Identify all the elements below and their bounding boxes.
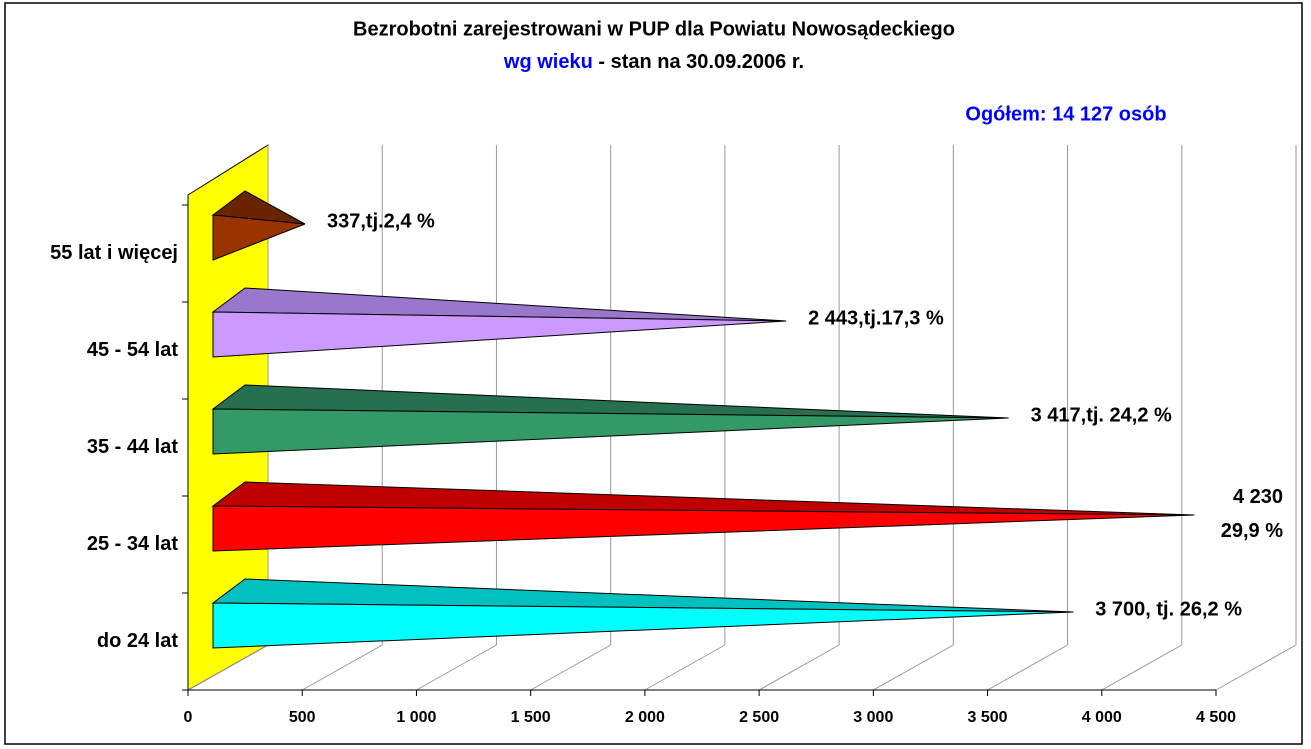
y-tick-label: 35 - 44 lat bbox=[87, 436, 179, 458]
y-tick-label: 45 - 54 lat bbox=[87, 339, 179, 361]
data-label: 4 230 29,9 % bbox=[1221, 486, 1283, 542]
data-label-line: 29,9 % bbox=[1221, 520, 1283, 542]
x-tick-label: 1 000 bbox=[396, 709, 436, 726]
grid-line bbox=[416, 644, 497, 691]
subtitle-rest: - stan na 30.09.2006 r. bbox=[593, 51, 804, 73]
x-tick-label: 4 500 bbox=[1196, 709, 1236, 726]
bar bbox=[212, 214, 306, 261]
data-label-line: 4 230 bbox=[1233, 486, 1283, 508]
grid-line bbox=[1215, 644, 1297, 691]
bar bbox=[212, 311, 787, 358]
grid-line bbox=[301, 644, 383, 691]
data-label: 337,tj.2,4 % bbox=[327, 210, 435, 232]
bar bbox=[212, 408, 1009, 455]
grid-line bbox=[1101, 644, 1183, 691]
annotation: Ogółem: 14 127 osób bbox=[965, 103, 1166, 125]
x-tick-label: 2 000 bbox=[625, 709, 665, 726]
bar bbox=[212, 602, 1074, 649]
grid-line bbox=[873, 644, 954, 691]
data-label: 3 417,tj. 24,2 % bbox=[1031, 404, 1172, 426]
x-tick-label: 2 500 bbox=[739, 709, 779, 726]
y-tick-label: 55 lat i więcej bbox=[50, 242, 178, 264]
x-tick-label: 3 500 bbox=[968, 709, 1008, 726]
bar bbox=[212, 505, 1195, 552]
data-label: 3 700, tj. 26,2 % bbox=[1095, 598, 1242, 620]
x-tick-label: 0 bbox=[184, 709, 193, 726]
x-tick-label: 4 000 bbox=[1082, 709, 1122, 726]
x-tick-label: 500 bbox=[289, 709, 316, 726]
subtitle-highlight: wg wieku bbox=[503, 51, 593, 73]
y-tick-label: 25 - 34 lat bbox=[87, 533, 179, 555]
y-tick-label: do 24 lat bbox=[97, 630, 178, 652]
grid-line bbox=[987, 644, 1068, 691]
chart-title: Bezrobotni zarejestrowani w PUP dla Powi… bbox=[353, 18, 955, 40]
grid-line bbox=[644, 644, 726, 691]
grid-line bbox=[530, 644, 611, 691]
grid-line bbox=[187, 644, 269, 691]
x-tick-label: 3 000 bbox=[853, 709, 893, 726]
data-label: 2 443,tj.17,3 % bbox=[808, 307, 944, 329]
chart-subtitle: wg wieku - stan na 30.09.2006 r. bbox=[503, 51, 804, 73]
grid-line bbox=[758, 644, 840, 691]
x-tick-label: 1 500 bbox=[511, 709, 551, 726]
